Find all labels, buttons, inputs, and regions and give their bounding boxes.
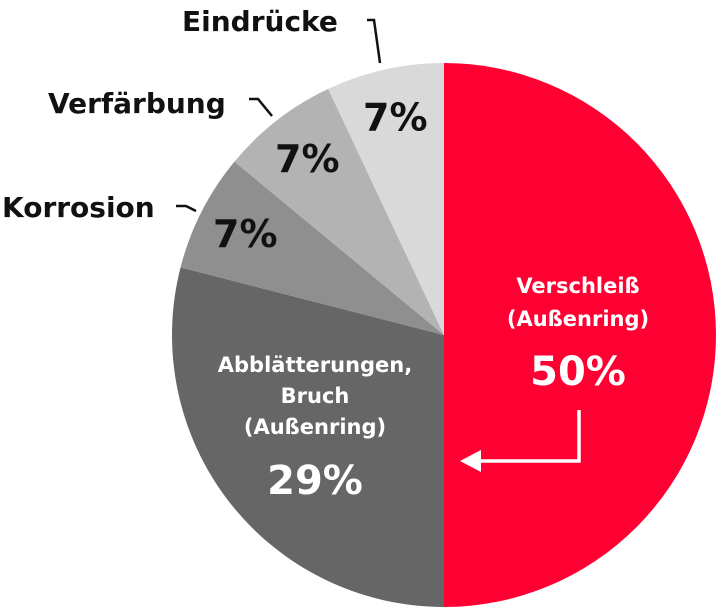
slice-value-label: 7% bbox=[275, 137, 340, 181]
external-label-verfaerbung: Verfärbung bbox=[48, 87, 273, 120]
pie-slice bbox=[328, 63, 444, 335]
external-label: Verfärbung bbox=[48, 87, 226, 120]
external-label-korrosion: Korrosion bbox=[2, 191, 197, 224]
slice-value-label: 29% bbox=[267, 458, 363, 504]
external-label-eindruecke: Eindrücke bbox=[182, 5, 382, 64]
slice-label-line: Verschleiß bbox=[516, 274, 639, 298]
slice-label-line: Bruch bbox=[281, 384, 350, 408]
pie-slice bbox=[234, 88, 444, 335]
slice-label-verschleiss: Verschleiß (Außenring) bbox=[507, 274, 649, 331]
arrow-connector bbox=[460, 410, 581, 472]
external-label: Eindrücke bbox=[182, 5, 338, 38]
value-labels: 50% 29% 7% 7% 7% bbox=[213, 96, 626, 504]
slice-value-label: 50% bbox=[530, 349, 626, 395]
pie-slices bbox=[172, 63, 716, 607]
slice-label-abblaetterungen: Abblätterungen, Bruch (Außenring) bbox=[218, 353, 412, 439]
pie-slice bbox=[180, 161, 445, 335]
pie-slice bbox=[172, 267, 444, 607]
slice-label-line: Abblätterungen, bbox=[218, 353, 412, 377]
slice-label-line: (Außenring) bbox=[507, 307, 649, 331]
slice-label-line: (Außenring) bbox=[244, 415, 386, 439]
pie-slice bbox=[444, 63, 716, 607]
slice-value-label: 7% bbox=[363, 96, 428, 140]
slice-value-label: 7% bbox=[213, 212, 278, 256]
external-label: Korrosion bbox=[2, 191, 155, 224]
